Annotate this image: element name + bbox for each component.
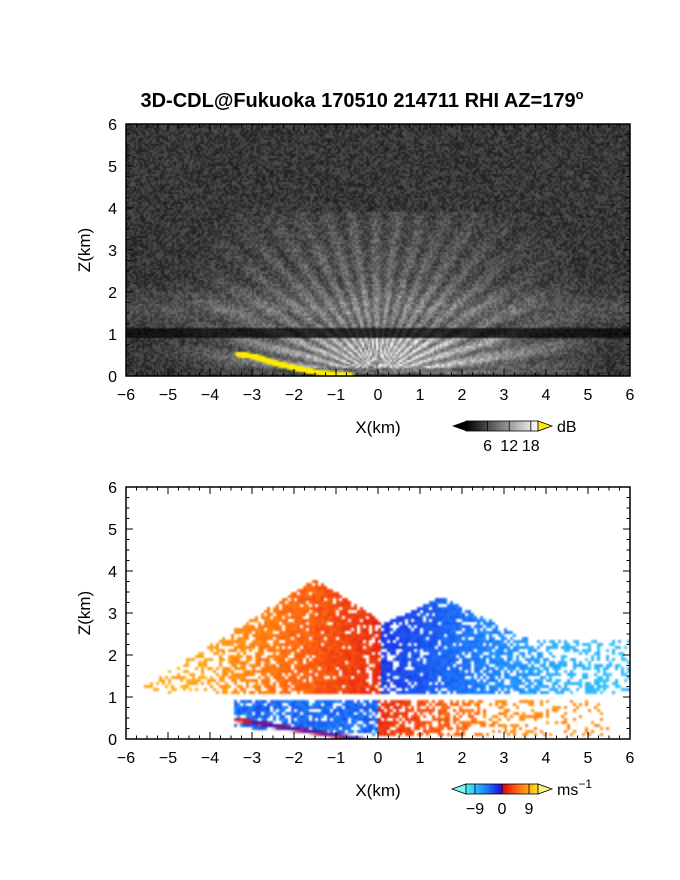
x-tick-label: −6 xyxy=(117,387,135,404)
x-tick-label: 4 xyxy=(542,750,551,767)
backscatter-heatmap xyxy=(126,124,630,376)
backscatter-colorbar-ramp xyxy=(465,420,539,432)
backscatter-ylabel: Z(km) xyxy=(75,228,94,272)
x-tick-label: 1 xyxy=(416,387,425,404)
y-tick-label: 4 xyxy=(108,564,117,581)
x-tick-label: 0 xyxy=(374,750,383,767)
x-tick-label: 2 xyxy=(458,750,467,767)
backscatter-colorbar-unit: dB xyxy=(557,419,577,436)
x-tick-label: 5 xyxy=(584,750,593,767)
x-tick-label: 1 xyxy=(416,750,425,767)
y-tick-label: 0 xyxy=(108,369,117,386)
y-tick-label: 1 xyxy=(108,327,117,344)
x-tick-label: 6 xyxy=(626,387,635,404)
y-tick-label: 6 xyxy=(108,480,117,497)
x-tick-label: −2 xyxy=(285,750,303,767)
y-tick-label: 6 xyxy=(108,117,117,134)
x-tick-label: −1 xyxy=(327,387,345,404)
x-tick-label: 6 xyxy=(626,750,635,767)
y-tick-label: 5 xyxy=(108,159,117,176)
x-tick-label: −1 xyxy=(327,750,345,767)
x-tick-label: −6 xyxy=(117,750,135,767)
x-tick-label: −5 xyxy=(159,750,177,767)
colorbar-tick-label: 6 xyxy=(483,438,492,455)
colorbar-tick-label: 18 xyxy=(522,438,540,455)
y-tick-label: 4 xyxy=(108,201,117,218)
x-tick-label: −2 xyxy=(285,387,303,404)
colorbar-high-arrow xyxy=(537,783,554,795)
x-tick-label: 3 xyxy=(500,387,509,404)
backscatter-colorbar: 6 12 18 dB xyxy=(452,419,577,455)
colorbar-tick-label: 12 xyxy=(500,438,518,455)
velocity-colorbar: −9 0 9 ms−1 xyxy=(450,777,592,818)
y-tick-label: 3 xyxy=(108,243,117,260)
y-tick-label: 0 xyxy=(108,732,117,749)
x-tick-label: 3 xyxy=(500,750,509,767)
velocity-xlabel: X(km) xyxy=(355,781,400,800)
figure-title: 3D-CDL@Fukuoka 170510 214711 RHI AZ=179o xyxy=(140,87,583,112)
velocity-colorbar-unit: ms−1 xyxy=(557,777,592,799)
x-tick-label: −5 xyxy=(159,387,177,404)
x-tick-label: 0 xyxy=(374,387,383,404)
y-tick-label: 2 xyxy=(108,648,117,665)
colorbar-tick-label: −9 xyxy=(466,801,484,818)
x-tick-label: 2 xyxy=(458,387,467,404)
velocity-ylabel: Z(km) xyxy=(75,591,94,635)
colorbar-tick-label: 9 xyxy=(525,801,534,818)
x-tick-label: −4 xyxy=(201,387,219,404)
colorbar-low-arrow xyxy=(452,421,466,431)
x-tick-label: 5 xyxy=(584,387,593,404)
backscatter-xlabel: X(km) xyxy=(355,418,400,437)
x-tick-label: 4 xyxy=(542,387,551,404)
y-tick-label: 1 xyxy=(108,690,117,707)
velocity-panel: −6 −5 −4 −3 −2 −1 0 1 2 3 4 5 6 0 1 2 3 4 5 6 X(km) Z(km) −… xyxy=(75,480,635,818)
colorbar-low-arrow xyxy=(450,783,467,795)
colorbar-high-arrow xyxy=(537,420,554,432)
velocity-heatmap xyxy=(126,487,630,739)
y-tick-label: 5 xyxy=(108,522,117,539)
x-tick-label: −3 xyxy=(243,387,261,404)
x-tick-label: −4 xyxy=(201,750,219,767)
colorbar-tick-label: 0 xyxy=(498,801,507,818)
x-tick-label: −3 xyxy=(243,750,261,767)
y-tick-label: 3 xyxy=(108,606,117,623)
y-tick-label: 2 xyxy=(108,285,117,302)
